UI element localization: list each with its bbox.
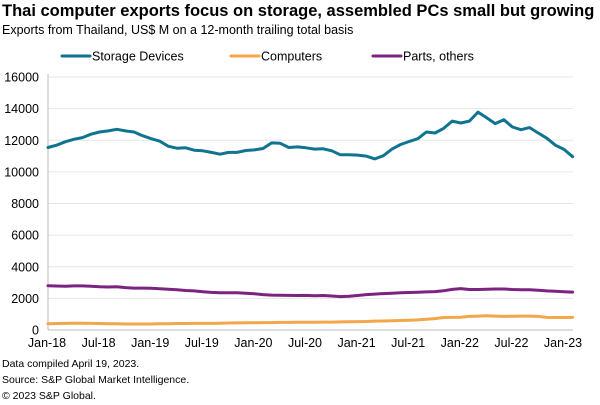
x-tick-label: Jan-23 — [544, 336, 582, 350]
y-tick-label: 14000 — [4, 102, 39, 116]
x-tick-label: Jan-21 — [337, 336, 375, 350]
chart-subtitle: Exports from Thailand, US$ M on a 12-mon… — [2, 23, 354, 37]
x-tick-label: Jul-19 — [185, 336, 219, 350]
y-tick-label: 6000 — [11, 229, 39, 243]
x-tick-label: Jul-18 — [82, 336, 116, 350]
y-tick-label: 2000 — [11, 292, 39, 306]
series-line-storage-devices — [46, 110, 575, 161]
legend-label: Computers — [261, 50, 322, 64]
x-tick-label: Jan-18 — [28, 336, 66, 350]
footnote-source: Source: S&P Global Market Intelligence. — [2, 374, 190, 386]
series-line-parts-others — [46, 284, 575, 299]
legend-label: Storage Devices — [92, 50, 184, 64]
chart-title: Thai computer exports focus on storage, … — [2, 2, 595, 20]
y-tick-label: 16000 — [4, 71, 39, 85]
x-tick-label: Jul-21 — [391, 336, 425, 350]
legend-label: Parts, others — [403, 50, 474, 64]
x-tick-label: Jan-20 — [234, 336, 272, 350]
y-tick-label: 8000 — [11, 197, 39, 211]
x-tick-label: Jul-22 — [494, 336, 528, 350]
x-tick-label: Jul-20 — [288, 336, 322, 350]
x-tick-label: Jan-19 — [131, 336, 169, 350]
y-tick-label: 0 — [32, 324, 39, 338]
footnote-copyright: © 2023 S&P Global. — [2, 390, 96, 402]
x-tick-label: Jan-22 — [441, 336, 479, 350]
footnote-compiled: Data compiled April 19, 2023. — [2, 358, 140, 370]
y-tick-label: 10000 — [4, 165, 39, 179]
y-tick-label: 4000 — [11, 260, 39, 274]
series-line-computers — [46, 314, 575, 326]
y-tick-label: 12000 — [4, 134, 39, 148]
